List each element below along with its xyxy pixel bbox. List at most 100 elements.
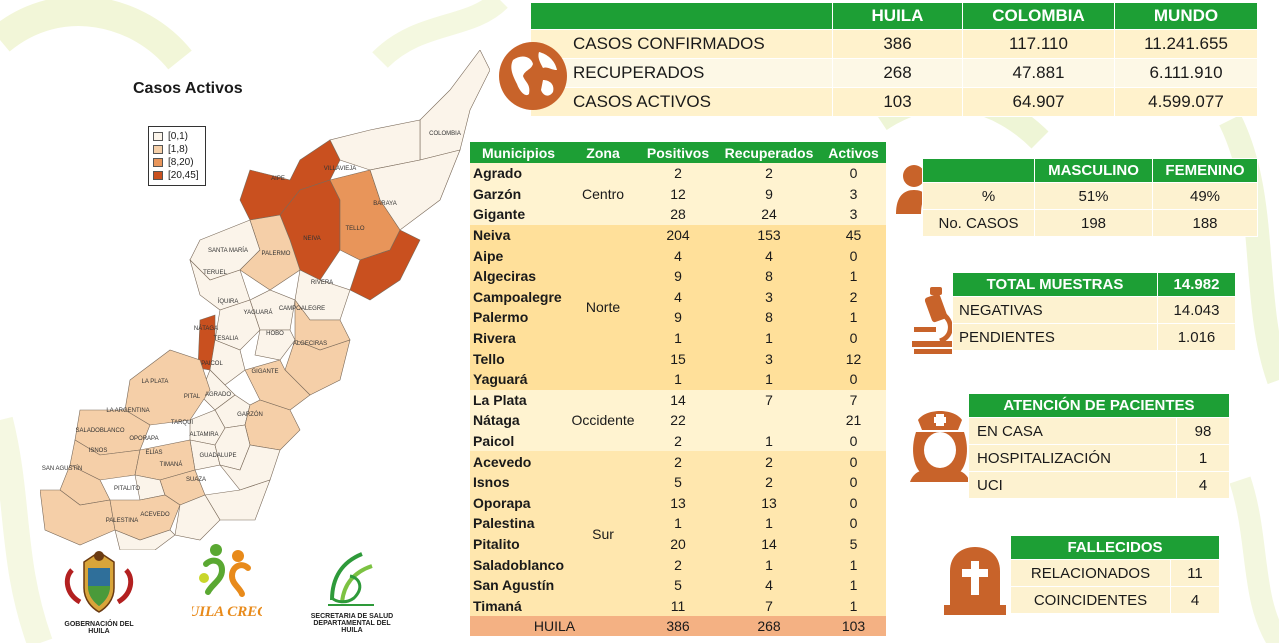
cell-recuperados: 1 <box>717 327 822 349</box>
cell-recuperados: 24 <box>717 204 822 225</box>
total-positivos: 386 <box>639 616 718 637</box>
cell-activos: 21 <box>821 410 886 431</box>
muestras-label: NEGATIVAS <box>952 296 1158 324</box>
tombstone-icon <box>944 547 1006 615</box>
cell-municipio: Yaguará <box>470 368 568 390</box>
globe-icon <box>499 42 567 110</box>
cell-municipio: Saladoblanco <box>470 554 568 575</box>
map-label: OPORAPA <box>129 436 158 442</box>
cell-activos: 45 <box>821 224 886 246</box>
cell-municipio: Timaná <box>470 595 568 617</box>
muestras-row-negativas: NEGATIVAS 14.043 <box>952 296 1236 324</box>
secretaria-icon <box>328 552 374 606</box>
table-row: Paicol 2 1 0 <box>470 430 886 452</box>
map-label: RIVERA <box>311 280 333 286</box>
cell-municipio: Paicol <box>470 430 568 452</box>
atencion-value: 98 <box>1176 417 1230 445</box>
table-row: Rivera 1 1 0 <box>470 327 886 349</box>
map-label: ALTAMIRA <box>189 432 218 438</box>
cell-positivos: 20 <box>639 533 718 555</box>
map-region-iquira <box>214 299 261 351</box>
cell-municipio: Neiva <box>470 224 568 246</box>
map-region-palermo <box>239 214 301 291</box>
cell-municipio: Campoalegre <box>470 286 568 308</box>
map-label: NEIVA <box>303 236 321 242</box>
map-label: TELLO <box>345 226 364 232</box>
muestras-header-row: TOTAL MUESTRAS 14.982 <box>952 272 1236 297</box>
cell-municipio: Garzón <box>470 183 568 205</box>
muestras-total: 14.982 <box>1157 272 1236 297</box>
cell-recuperados: 13 <box>717 492 822 514</box>
cell-recuperados: 8 <box>717 307 822 328</box>
map-label: CAMPOALEGRE <box>279 306 325 312</box>
atencion-value: 1 <box>1176 444 1230 472</box>
cell-recuperados <box>717 410 822 431</box>
map-label: TERUEL <box>203 270 227 276</box>
gobernacion-logo: GOBERNACIÓN DEL HUILA <box>58 548 140 635</box>
cell-recuperados: 1 <box>717 430 822 452</box>
cell-activos: 0 <box>821 492 886 514</box>
cell-positivos: 5 <box>639 471 718 493</box>
cell-positivos: 11 <box>639 595 718 617</box>
table-row: Nátaga 22 21 <box>470 410 886 431</box>
map-label: TARQUI <box>171 420 194 426</box>
summary-value-huila: 386 <box>832 29 963 59</box>
atencion-label: UCI <box>968 471 1177 499</box>
legend-swatch <box>153 132 163 141</box>
table-row: La Plata Occidente 14 7 7 <box>470 389 886 452</box>
gender-value-masculino: 198 <box>1034 209 1153 237</box>
map-label: AIPE <box>271 176 285 182</box>
gender-header-masculino: MASCULINO <box>1034 158 1153 183</box>
map-label: ELÍAS <box>145 449 162 456</box>
cell-municipio: Nátaga <box>470 410 568 431</box>
legend-swatch <box>153 171 163 180</box>
cell-positivos: 2 <box>639 430 718 452</box>
cell-recuperados: 1 <box>717 368 822 390</box>
fallecidos-row-relacionados: RELACIONADOS 11 <box>1010 559 1220 587</box>
cell-municipio: Pitalito <box>470 533 568 555</box>
summary-value-colombia: 117.110 <box>962 29 1115 59</box>
table-row: Algeciras 9 8 1 <box>470 265 886 287</box>
col-header-positivos: Positivos <box>639 142 718 163</box>
table-row: Campoalegre 4 3 2 <box>470 286 886 308</box>
table-row: Yaguará 1 1 0 <box>470 368 886 390</box>
summary-value-colombia: 64.907 <box>962 87 1115 117</box>
summary-header-row: HUILA COLOMBIA MUNDO <box>530 2 1258 30</box>
total-row: HUILA 386 268 103 <box>470 616 886 637</box>
cell-activos: 2 <box>821 286 886 308</box>
atencion-row-uci: UCI 4 <box>968 471 1230 499</box>
fallecidos-value: 11 <box>1170 559 1220 587</box>
map-label: GUADALUPE <box>199 453 236 459</box>
map-label: GIGANTE <box>251 369 278 375</box>
cell-positivos: 2 <box>639 554 718 575</box>
map-label: SAN AGUSTÍN <box>42 465 82 472</box>
cell-activos: 1 <box>821 554 886 575</box>
fallecidos-label: COINCIDENTES <box>1010 586 1171 614</box>
cell-recuperados: 8 <box>717 265 822 287</box>
cell-positivos: 9 <box>639 265 718 287</box>
cell-positivos: 12 <box>639 183 718 205</box>
legend-label: [0,1) <box>168 131 189 142</box>
cell-municipio: Acevedo <box>470 451 568 472</box>
cell-positivos: 9 <box>639 307 718 328</box>
map-label: NÁTAGA <box>194 325 218 332</box>
fallecidos-label: RELACIONADOS <box>1010 559 1171 587</box>
cell-municipio: Isnos <box>470 471 568 493</box>
legend-label: [1,8) <box>168 144 189 155</box>
cell-positivos: 1 <box>639 513 718 534</box>
cell-municipio: Oporapa <box>470 492 568 514</box>
muestras-row-pendientes: PENDIENTES 1.016 <box>952 323 1236 351</box>
map-label: SANTA MARÍA <box>208 247 248 254</box>
map-legend: [0,1) [1,8) [8,20) [20,45] <box>148 126 206 186</box>
cell-activos: 1 <box>821 595 886 617</box>
nurse-icon <box>910 411 970 482</box>
muestras-value: 1.016 <box>1157 323 1236 351</box>
col-header-municipios: Municipios <box>470 142 568 163</box>
gender-value-femenino: 49% <box>1152 182 1258 210</box>
gender-value-masculino: 51% <box>1034 182 1153 210</box>
cell-activos: 0 <box>821 368 886 390</box>
cell-positivos: 2 <box>639 451 718 472</box>
summary-header-huila: HUILA <box>832 2 963 30</box>
map-label: ÍQUIRA <box>218 298 239 305</box>
municipios-table: Municipios Zona Positivos Recuperados Ac… <box>470 142 886 637</box>
